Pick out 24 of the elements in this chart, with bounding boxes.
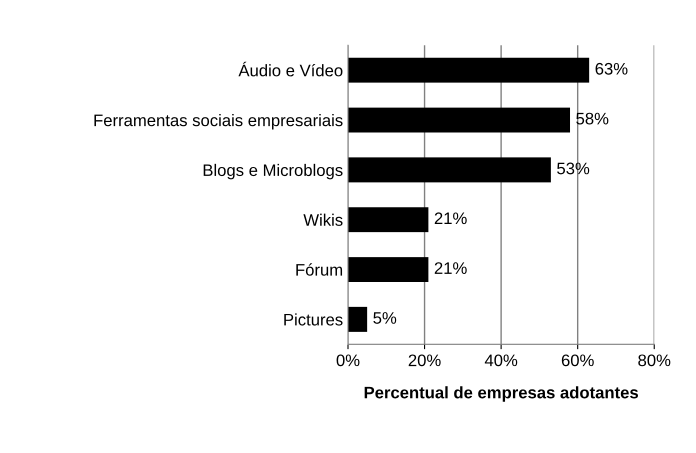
y-tick-label: Áudio e Vídeo: [238, 62, 342, 76]
data-label: 63%: [596, 62, 628, 75]
x-tick-label: 20%: [408, 354, 441, 366]
x-tick-label: 80%: [638, 354, 670, 366]
data-label: 58%: [576, 112, 608, 125]
x-tick-label: 40%: [484, 354, 518, 366]
bar: [348, 58, 590, 83]
data-label: 21%: [434, 212, 467, 224]
y-tick-label: Wikis: [303, 214, 343, 226]
x-axis-title: Percentual de empresas adotantes: [364, 386, 638, 402]
x-tick-label: 0%: [336, 354, 360, 366]
data-label: 21%: [434, 262, 467, 274]
y-tick-label: Ferramentas sociais empresariais: [94, 114, 343, 130]
y-tick-label: Blogs e Microblogs: [204, 164, 343, 180]
bar: [348, 108, 570, 132]
data-label: 5%: [373, 312, 396, 324]
bar: [348, 257, 428, 282]
data-label: 53%: [557, 162, 590, 174]
y-tick-label: Fórum: [296, 263, 342, 276]
bar: [348, 157, 551, 182]
x-tick-label: 60%: [562, 354, 594, 366]
bar: [348, 306, 368, 332]
bar: [348, 207, 428, 232]
y-tick-label: Pictures: [284, 313, 343, 326]
